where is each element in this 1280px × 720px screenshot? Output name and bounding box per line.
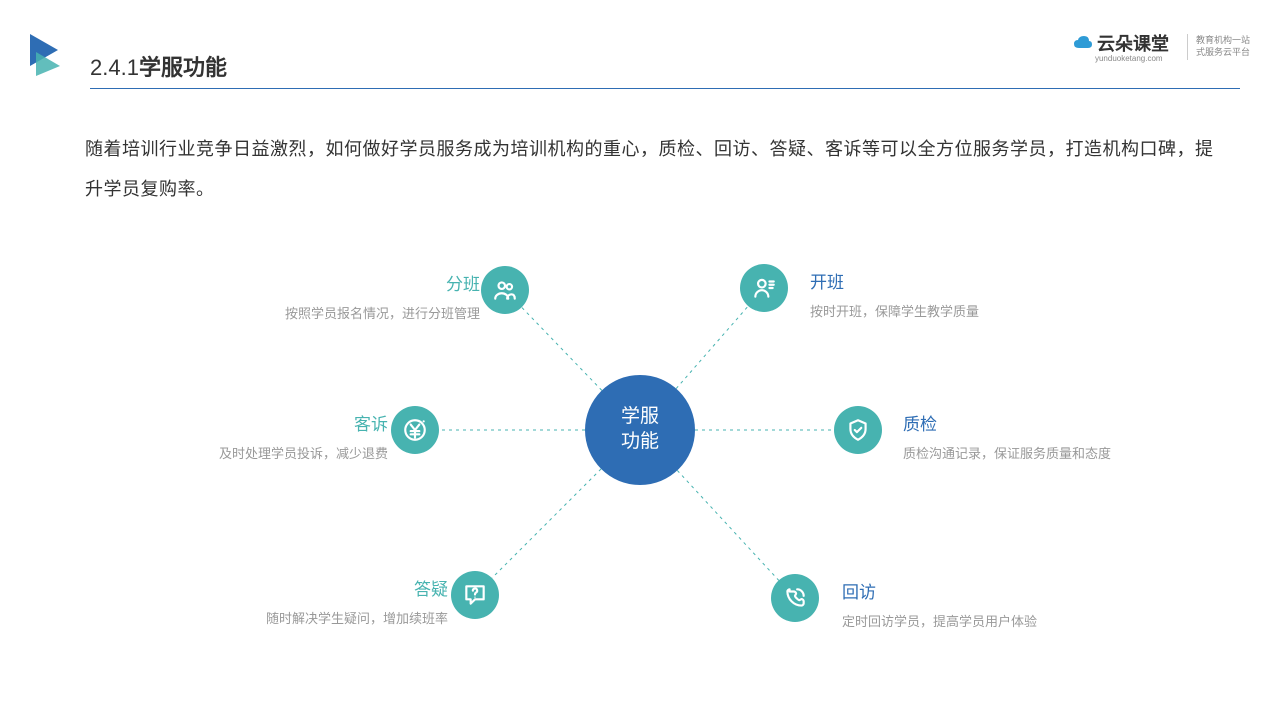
node-kesu-icon [391,406,439,454]
logo-divider [1187,34,1188,60]
node-dayi-title: 答疑 [266,575,448,600]
node-kaiban-desc: 按时开班，保障学生教学质量 [810,301,979,320]
header-triangle-icon [30,34,72,76]
brand-tagline: 教育机构一站 式服务云平台 [1196,35,1250,58]
node-zhijian-desc: 质检沟通记录，保证服务质量和态度 [903,443,1111,462]
node-dayi-icon [451,571,499,619]
node-zhijian-label: 质检质检沟通记录，保证服务质量和态度 [903,410,1111,462]
node-fenban-label: 分班按照学员报名情况，进行分班管理 [285,270,480,322]
center-hub: 学服功能 [585,375,695,485]
section-title: 2.4.1 学服功能 [90,50,227,82]
node-huifang-icon [771,574,819,622]
section-title-text: 学服功能 [139,50,227,82]
node-kesu-desc: 及时处理学员投诉，减少退费 [219,443,388,462]
node-zhijian-title: 质检 [903,410,1111,435]
section-number: 2.4.1 [90,55,139,81]
intro-paragraph: 随着培训行业竞争日益激烈，如何做好学员服务成为培训机构的重心，质检、回访、答疑、… [85,130,1225,209]
node-kaiban-icon [740,264,788,312]
node-huifang-label: 回访定时回访学员，提高学员用户体验 [842,578,1037,630]
node-dayi-desc: 随时解决学生疑问，增加续班率 [266,608,448,627]
node-fenban-title: 分班 [285,270,480,295]
title-underline [90,88,1240,89]
brand-name: 云朵课堂 [1097,30,1169,56]
node-kesu-label: 客诉及时处理学员投诉，减少退费 [219,410,388,462]
radial-diagram: 学服功能 分班按照学员报名情况，进行分班管理客诉及时处理学员投诉，减少退费答疑随时… [0,240,1280,680]
brand-logo: 云朵课堂 yunduoketang.com 教育机构一站 式服务云平台 [1073,30,1250,63]
node-fenban-desc: 按照学员报名情况，进行分班管理 [285,303,480,322]
node-huifang-desc: 定时回访学员，提高学员用户体验 [842,611,1037,630]
node-fenban-icon [481,266,529,314]
node-dayi-label: 答疑随时解决学生疑问，增加续班率 [266,575,448,627]
node-kaiban-label: 开班按时开班，保障学生教学质量 [810,268,979,320]
node-huifang-title: 回访 [842,578,1037,603]
cloud-icon [1073,35,1093,51]
node-zhijian-icon [834,406,882,454]
node-kaiban-title: 开班 [810,268,979,293]
node-kesu-title: 客诉 [219,410,388,435]
brand-domain: yunduoketang.com [1095,54,1163,63]
